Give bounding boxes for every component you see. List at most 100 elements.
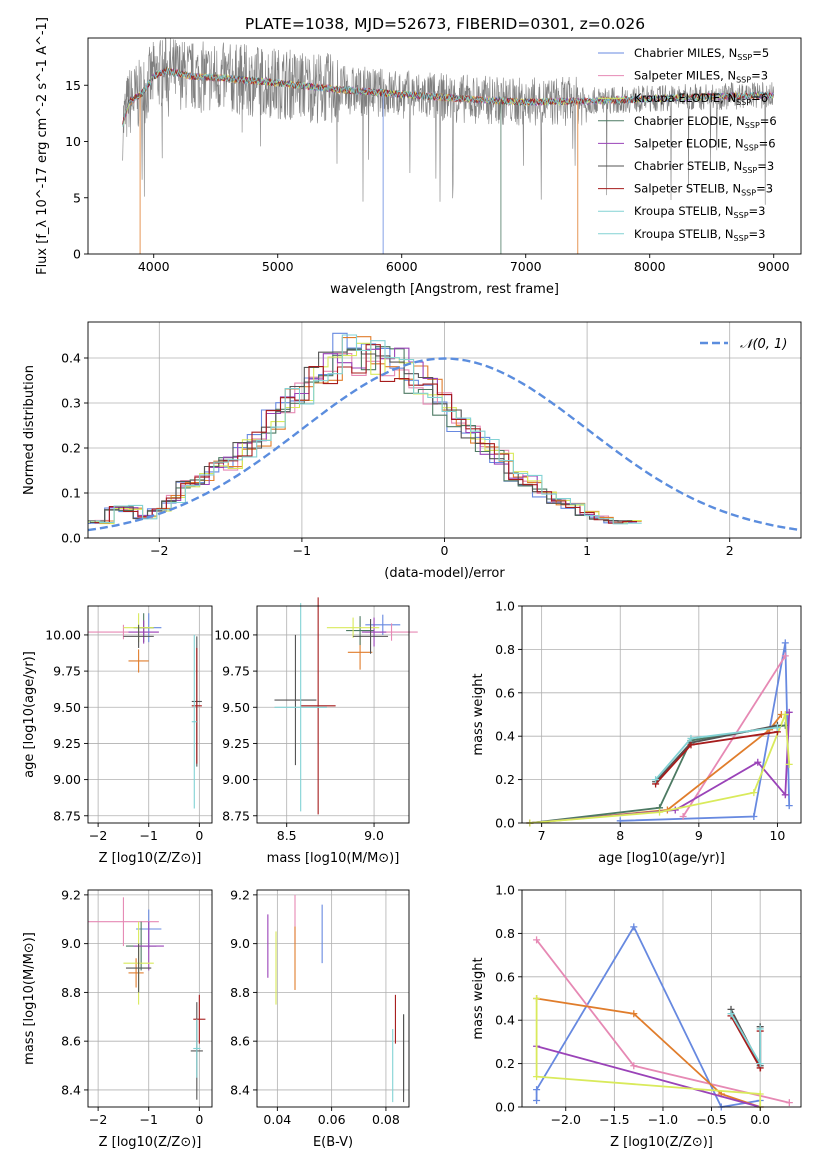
age-vs-Z-xtick-label: −1: [140, 828, 158, 843]
spectrum-legend-subscript: SSP: [745, 121, 760, 130]
weight-vs-age-series-marker: [785, 708, 793, 716]
age-vs-mass-ytick-label: 9.25: [222, 736, 250, 751]
spectrum-legend-label: Kroupa STELIB, NSSP=3: [634, 227, 765, 243]
mass-vs-Z-ytick-label: 9.2: [61, 887, 81, 902]
weight-vs-Z-xtick-label: −2.0: [551, 1112, 581, 1127]
weight-vs-age-series-marker: [679, 812, 687, 820]
residuals-histogram-series-3: [88, 346, 633, 523]
weight-vs-Z-series-line: [536, 997, 761, 1108]
mass-vs-EBV-xtick-label: 0.06: [318, 1112, 346, 1127]
age-vs-mass-ytick-label: 10.00: [214, 627, 250, 642]
spectrum-legend-label: Salpeter STELIB, NSSP=3: [634, 182, 773, 198]
residuals-ylabel: Normed distribution: [22, 365, 37, 495]
weight-vs-Z-series-marker: [533, 995, 541, 1002]
residuals-ytick-label: 0.1: [61, 486, 81, 501]
age-vs-Z-frame: [87, 605, 213, 824]
spectrum-legend-count: =5: [752, 46, 769, 60]
spectrum-xtick-label: 4000: [138, 259, 170, 274]
weight-vs-age-series-marker: [781, 711, 789, 718]
weight-vs-age-series-marker: [656, 808, 664, 816]
weight-vs-age-ytick-label: 0.4: [495, 729, 515, 744]
age-vs-Z-ytick-label: 10.00: [45, 627, 81, 642]
weight-vs-Z-series-marker: [533, 1086, 541, 1094]
residuals-histogram-series-6: [88, 349, 633, 524]
residuals-histogram-series-2: [88, 336, 642, 522]
weight-vs-Z-ytick-label: 0.2: [495, 1056, 515, 1071]
age-vs-mass-ytick-label: 9.75: [222, 664, 250, 679]
weight-vs-Z-xtick-label: −1.0: [648, 1112, 678, 1127]
age-vs-Z-ytick-label: 9.75: [53, 664, 81, 679]
weight-vs-age-frame: [521, 605, 802, 824]
mass-vs-EBV-ytick-label: 8.8: [230, 985, 250, 1000]
spectrum-legend-label: Chabrier MILES, NSSP=5: [634, 46, 769, 62]
residuals-xtick-label: −2: [150, 543, 168, 558]
weight-vs-Z-ytick-label: 0.0: [495, 1100, 515, 1115]
weight-vs-Z-ytick-label: 1.0: [495, 883, 515, 898]
spectrum-ytick-label: 0: [73, 247, 81, 262]
residuals-histogram-series-7: [88, 344, 637, 524]
age-vs-Z-xlabel: Z [log10(Z/Z⊙)]: [99, 851, 202, 866]
weight-vs-Z-series-marker: [785, 1099, 793, 1107]
age-vs-Z-ytick-label: 8.75: [53, 808, 81, 823]
spectrum-legend-subscript: SSP: [736, 98, 751, 107]
weight-vs-age-ytick-label: 1.0: [495, 599, 515, 614]
age-vs-Z-ytick-label: 9.25: [53, 736, 81, 751]
spectrum-xlabel: wavelength [Angstrom, rest frame]: [330, 282, 559, 297]
weight-vs-age-series-marker: [687, 734, 695, 742]
mass-vs-EBV-frame: [256, 889, 410, 1108]
mass-vs-EBV-xtick-label: 0.08: [372, 1112, 400, 1127]
weight-vs-age-xtick-label: 9: [695, 828, 703, 843]
spectrum-legend-count: =6: [751, 91, 768, 105]
mass-vs-Z-ytick-label: 8.4: [61, 1082, 81, 1097]
mass-vs-Z-xlabel: Z [log10(Z/Z⊙)]: [99, 1135, 202, 1150]
spectrum-legend-subscript: SSP: [741, 189, 756, 198]
residuals-ytick-label: 0.3: [61, 396, 81, 411]
mass-vs-Z-frame: [87, 889, 213, 1108]
spectrum-xtick-label: 7000: [510, 259, 542, 274]
spectrum-legend-subscript: SSP: [734, 211, 749, 220]
weight-vs-Z-xtick-label: 0.0: [750, 1112, 770, 1127]
mass-vs-Z-xtick-label: −2: [89, 1112, 107, 1127]
spectrum-legend-label: Salpeter ELODIE, NSSP=6: [634, 136, 776, 152]
weight-vs-age-series-marker: [750, 812, 758, 820]
spectrum-legend-subscript: SSP: [744, 143, 759, 152]
age-vs-mass-xtick-label: 9.0: [364, 828, 384, 843]
spectrum-legend-label: Chabrier STELIB, NSSP=3: [634, 159, 774, 175]
weight-vs-Z-series-marker: [630, 923, 638, 931]
spectrum-ytick-label: 5: [73, 190, 81, 205]
mass-vs-Z-ylabel: mass [log10(M/M⊙)]: [22, 932, 37, 1065]
weight-vs-age-series-marker: [785, 802, 793, 810]
spectrum-legend-subscript: SSP: [742, 166, 757, 175]
spectrum-ytick-label: 10: [65, 134, 81, 149]
spectrum-legend-count: =3: [749, 227, 766, 241]
weight-vs-age-xlabel: age [log10(age/yr)]: [598, 851, 725, 866]
weight-vs-age-series-marker: [773, 724, 781, 732]
weight-vs-age-series-marker: [750, 789, 758, 797]
spectrum-model-kroupa-stelib: [122, 67, 774, 128]
spectrum-legend-subscript: SSP: [737, 53, 752, 62]
residuals-ytick-label: 0.2: [61, 441, 81, 456]
weight-vs-Z-series-marker: [756, 1090, 764, 1098]
weight-vs-Z-series-marker: [630, 1010, 638, 1018]
weight-vs-age-series-marker: [687, 741, 695, 749]
spectrum-legend-count: =3: [757, 159, 774, 173]
weight-vs-Z-ytick-label: 0.6: [495, 969, 515, 984]
weight-vs-Z-series-marker: [630, 1062, 638, 1070]
weight-vs-Z-frame: [521, 889, 802, 1108]
weight-vs-age-ytick-label: 0.0: [495, 816, 515, 831]
weight-vs-Z-series-marker: [533, 1096, 541, 1104]
weight-vs-Z-xtick-label: −0.5: [696, 1112, 726, 1127]
spectrum-legend-count: =6: [760, 114, 777, 128]
residuals-xtick-label: 1: [583, 543, 591, 558]
age-vs-Z-ylabel: age [log10(age/yr)]: [22, 651, 37, 778]
residuals-ytick-label: 0.0: [61, 531, 81, 546]
weight-vs-age-series-line: [682, 655, 787, 817]
weight-vs-age-ytick-label: 0.8: [495, 642, 515, 657]
residuals-histogram-series-5: [88, 342, 642, 525]
weight-vs-Z-series-line: [535, 998, 762, 1107]
residuals-normal-curve: [88, 357, 801, 532]
spectrum-xtick-label: 9000: [758, 259, 790, 274]
residuals-histogram-series-1: [88, 353, 637, 523]
age-vs-Z-xtick-label: 0: [195, 828, 203, 843]
residuals-xtick-label: −1: [293, 543, 311, 558]
